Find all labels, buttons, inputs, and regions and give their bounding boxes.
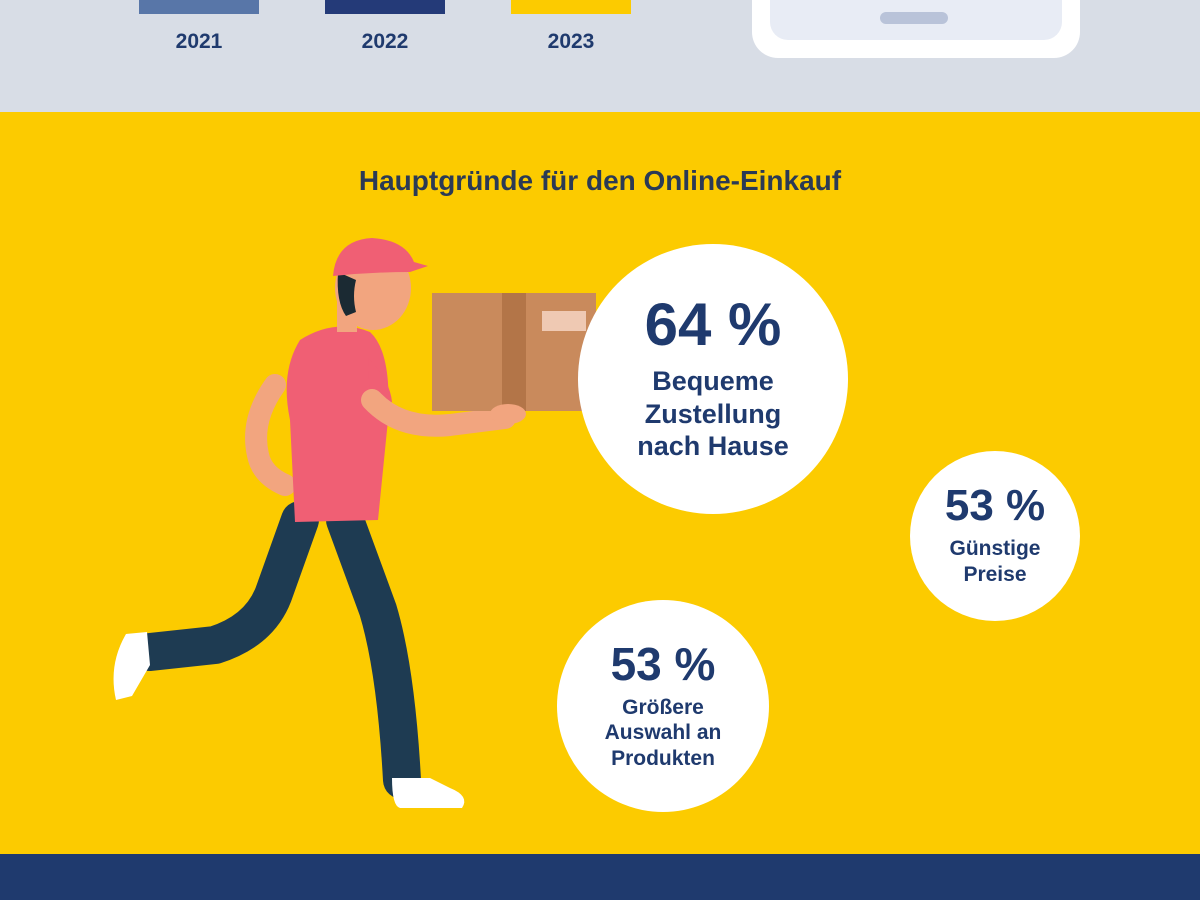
- reason-bubble-prices: 53 % Günstige Preise: [910, 451, 1080, 621]
- year-label-2023: 2023: [547, 30, 595, 53]
- reason-bubble-selection: 53 % Größere Auswahl an Produkten: [557, 600, 769, 812]
- reason-bubble-delivery: 64 % Bequeme Zustellung nach Hause: [578, 244, 848, 514]
- reason-percent: 64 %: [644, 290, 782, 358]
- year-label-2021: 2021: [175, 30, 223, 53]
- year-bar-2023: [511, 0, 631, 14]
- year-label-2022: 2022: [361, 30, 409, 53]
- reason-label: Günstige Preise: [949, 537, 1041, 586]
- reason-percent: 53 %: [944, 481, 1046, 531]
- delivery-courier-carrying-box-icon: [113, 238, 596, 808]
- year-bar-2021: [139, 0, 259, 14]
- smartphone-icon: [752, 0, 1080, 58]
- phone-home-indicator: [880, 12, 948, 24]
- reason-label: Größere Auswahl an Produkten: [604, 695, 722, 770]
- section-title: Hauptgründe für den Online-Einkauf: [358, 165, 842, 196]
- footer-band: [0, 854, 1200, 900]
- legend-band: 2021 2022 2023: [0, 0, 1200, 112]
- reason-label: Bequeme Zustellung nach Hause: [637, 365, 789, 462]
- reason-percent: 53 %: [610, 637, 716, 690]
- phone-screen: [770, 0, 1062, 40]
- year-bar-2022: [325, 0, 445, 14]
